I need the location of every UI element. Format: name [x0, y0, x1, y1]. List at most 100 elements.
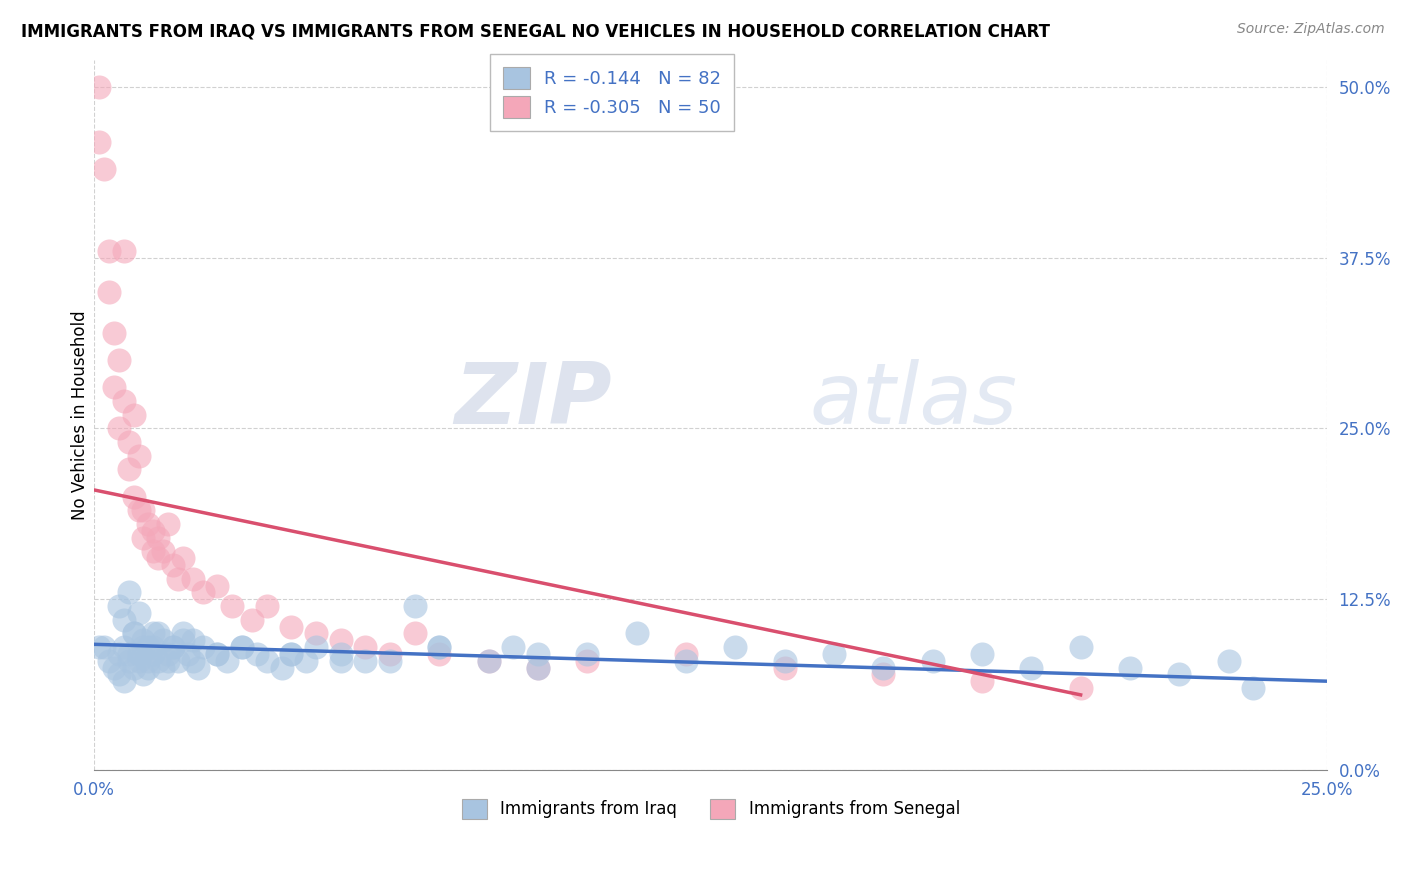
Point: [921, 654, 943, 668]
Point: [138, 517, 160, 532]
Point: [162, 640, 184, 654]
Point: [107, 647, 129, 661]
Point: [295, 654, 318, 668]
Point: [1070, 681, 1092, 695]
Point: [152, 633, 174, 648]
Point: [872, 667, 894, 681]
Point: [97, 285, 120, 299]
Point: [217, 654, 239, 668]
Text: ZIP: ZIP: [454, 359, 612, 442]
Point: [675, 647, 697, 661]
Text: Source: ZipAtlas.com: Source: ZipAtlas.com: [1237, 22, 1385, 37]
Point: [191, 640, 214, 654]
Point: [329, 633, 352, 648]
Point: [128, 654, 150, 668]
Point: [148, 551, 170, 566]
Point: [231, 640, 253, 654]
Point: [118, 647, 141, 661]
Point: [1168, 667, 1191, 681]
Point: [305, 626, 328, 640]
Point: [132, 633, 155, 648]
Point: [207, 647, 229, 661]
Point: [157, 647, 180, 661]
Point: [280, 619, 302, 633]
Point: [773, 660, 796, 674]
Point: [354, 654, 377, 668]
Point: [87, 135, 110, 149]
Point: [1021, 660, 1043, 674]
Point: [181, 633, 204, 648]
Point: [132, 503, 155, 517]
Point: [138, 640, 160, 654]
Point: [103, 660, 125, 674]
Point: [128, 647, 150, 661]
Point: [107, 599, 129, 613]
Point: [118, 435, 141, 450]
Point: [675, 654, 697, 668]
Y-axis label: No Vehicles in Household: No Vehicles in Household: [72, 310, 89, 520]
Point: [132, 640, 155, 654]
Point: [1241, 681, 1264, 695]
Point: [429, 640, 451, 654]
Point: [112, 394, 135, 409]
Point: [429, 640, 451, 654]
Point: [527, 660, 550, 674]
Point: [148, 654, 170, 668]
Point: [172, 626, 194, 640]
Point: [478, 654, 501, 668]
Point: [138, 654, 160, 668]
Point: [142, 544, 165, 558]
Text: atlas: atlas: [810, 359, 1018, 442]
Point: [138, 660, 160, 674]
Point: [122, 626, 145, 640]
Point: [270, 660, 292, 674]
Text: IMMIGRANTS FROM IRAQ VS IMMIGRANTS FROM SENEGAL NO VEHICLES IN HOUSEHOLD CORRELA: IMMIGRANTS FROM IRAQ VS IMMIGRANTS FROM …: [21, 22, 1050, 40]
Point: [112, 674, 135, 689]
Point: [240, 613, 263, 627]
Point: [172, 551, 194, 566]
Point: [1218, 654, 1240, 668]
Point: [162, 640, 184, 654]
Point: [118, 585, 141, 599]
Point: [132, 667, 155, 681]
Point: [773, 654, 796, 668]
Point: [478, 654, 501, 668]
Point: [118, 462, 141, 476]
Point: [207, 647, 229, 661]
Point: [1119, 660, 1142, 674]
Point: [103, 380, 125, 394]
Point: [142, 524, 165, 538]
Point: [970, 674, 993, 689]
Point: [354, 640, 377, 654]
Point: [329, 647, 352, 661]
Point: [231, 640, 253, 654]
Point: [148, 531, 170, 545]
Point: [576, 647, 599, 661]
Point: [107, 421, 129, 435]
Point: [502, 640, 524, 654]
Point: [181, 654, 204, 668]
Point: [103, 326, 125, 340]
Legend: Immigrants from Iraq, Immigrants from Senegal: Immigrants from Iraq, Immigrants from Se…: [456, 792, 966, 826]
Point: [280, 647, 302, 661]
Point: [207, 578, 229, 592]
Point: [128, 606, 150, 620]
Point: [152, 660, 174, 674]
Point: [152, 544, 174, 558]
Point: [256, 654, 278, 668]
Point: [107, 667, 129, 681]
Point: [527, 647, 550, 661]
Point: [93, 161, 115, 176]
Point: [128, 503, 150, 517]
Point: [142, 640, 165, 654]
Point: [1070, 640, 1092, 654]
Point: [112, 244, 135, 258]
Point: [576, 654, 599, 668]
Point: [724, 640, 747, 654]
Point: [128, 449, 150, 463]
Point: [122, 626, 145, 640]
Point: [122, 408, 145, 422]
Point: [132, 531, 155, 545]
Point: [112, 613, 135, 627]
Point: [404, 626, 426, 640]
